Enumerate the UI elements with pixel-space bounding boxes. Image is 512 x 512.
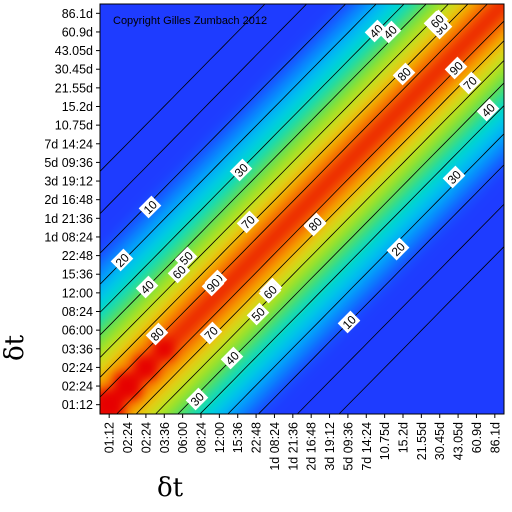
y-tick-label: 08:24	[62, 305, 93, 319]
x-tick-label: 12:00	[213, 422, 227, 453]
contour-line	[100, 4, 449, 359]
contour-label: 10	[138, 195, 162, 219]
x-tick-label: 60.9d	[470, 422, 484, 453]
contour-line	[155, 59, 504, 414]
copyright-text: Copyright Gilles Zumbach 2012	[113, 15, 267, 27]
y-tick-label: 12:00	[62, 286, 93, 300]
y-tick-label: 22:48	[62, 249, 93, 263]
x-tick-label: 01:12	[103, 422, 117, 453]
y-tick-label: 1d 08:24	[44, 230, 93, 244]
x-axis: 01:12 02:24 02:24 03:36 06:00 08:24 12:00 15:36…	[103, 414, 502, 471]
y-tick-label: 30.45d	[55, 63, 93, 77]
contour-label: 50	[246, 302, 270, 326]
x-tick-label: 15.2d	[397, 422, 411, 453]
contour-line	[177, 82, 504, 414]
x-tick-label: 1d 21:36	[286, 422, 300, 471]
x-tick-label: 43.05d	[452, 422, 466, 460]
y-tick-label: 1d 21:36	[44, 212, 93, 226]
y-tick-label: 21.55d	[55, 81, 93, 95]
x-tick-label: 3d 19:12	[323, 422, 337, 471]
contour-label: 90	[444, 56, 468, 80]
contour-label: 80	[145, 322, 169, 346]
x-tick-label: 10.75d	[378, 422, 392, 460]
contour-label: 30	[229, 158, 253, 182]
contour-line	[199, 105, 504, 414]
contour-label: 40	[135, 275, 159, 299]
contour-line	[100, 4, 405, 313]
contour-label: 40	[364, 19, 388, 43]
plot-frame	[99, 3, 505, 415]
contour-label: 60	[258, 280, 282, 304]
contour-line	[100, 4, 347, 254]
contour-label: 40	[476, 98, 500, 122]
contour-label: 20	[386, 237, 410, 261]
contour-label: 60	[167, 260, 191, 284]
contour-line	[338, 246, 504, 414]
contour-label: 70	[458, 71, 482, 95]
x-tick-label: 5d 09:36	[341, 422, 355, 471]
contour-label: 60	[425, 9, 449, 33]
contour-line	[116, 20, 504, 414]
contour-line	[100, 4, 469, 378]
contour-label: 10	[337, 310, 361, 334]
y-tick-label: 15:36	[62, 268, 93, 282]
y-tick-label: 7d 14:24	[44, 137, 93, 151]
x-tick-label: 02:24	[121, 422, 135, 453]
x-tick-label: 15:36	[231, 422, 245, 453]
y-tick-label: 06:00	[62, 324, 93, 338]
contour-line	[227, 133, 504, 414]
contour-label: 20	[110, 248, 134, 272]
y-tick-label: 2d 16:48	[44, 193, 93, 207]
contour-label: 80	[392, 62, 416, 86]
y-tick-label: 3d 19:12	[44, 175, 93, 189]
heat-cell	[155, 339, 174, 358]
x-axis-title: δt	[157, 473, 184, 503]
y-tick-label: 02:24	[62, 380, 93, 394]
x-tick-label: 1d 08:24	[268, 422, 282, 471]
heat-cell	[115, 374, 140, 399]
contour-label: 40	[220, 346, 244, 370]
y-tick-label: 5d 09:36	[44, 156, 93, 170]
x-tick-label: 7d 14:24	[360, 422, 374, 471]
x-tick-label: 03:36	[158, 422, 172, 453]
y-tick-label: 01:12	[62, 398, 93, 412]
contour-line	[100, 4, 266, 172]
contour-label: 70	[236, 210, 260, 234]
x-tick-label: 2d 16:48	[305, 422, 319, 471]
contour-labels: 1020304050607080904060809060907040302010…	[110, 9, 500, 411]
y-tick-label: 43.05d	[55, 44, 93, 58]
heat-cell	[135, 357, 156, 378]
contour-line	[296, 203, 504, 414]
contour-label: 30	[185, 387, 209, 411]
y-tick-label: 02:24	[62, 361, 93, 375]
contour-label: 40	[378, 20, 402, 44]
y-tick-label: 15.2d	[62, 100, 93, 114]
x-tick-label: 22:48	[250, 422, 264, 453]
y-axis-title: δt	[0, 334, 30, 361]
contour-label: 90	[201, 273, 225, 297]
contour-line	[100, 4, 377, 285]
heat-band	[100, 4, 504, 414]
x-tick-label: 86.1d	[488, 422, 502, 453]
x-tick-label: 08:24	[195, 422, 209, 453]
contour-label: 30	[442, 165, 466, 189]
y-tick-label: 10.75d	[55, 119, 93, 133]
x-tick-label: 21.55d	[415, 422, 429, 460]
contour-line	[257, 164, 504, 414]
y-tick-label: 86.1d	[62, 7, 93, 21]
y-tick-label: 03:36	[62, 342, 93, 356]
contour-label: 80	[303, 212, 327, 236]
x-tick-label: 02:24	[139, 422, 153, 453]
x-tick-label: 30.45d	[433, 422, 447, 460]
x-tick-label: 06:00	[176, 422, 190, 453]
y-axis: 01:12 02:24 02:24 03:36 06:00 08:24 12:00 15:36…	[44, 7, 100, 412]
contour-label: 70	[199, 321, 223, 345]
y-tick-label: 60.9d	[62, 25, 93, 39]
contour-line	[100, 4, 308, 215]
